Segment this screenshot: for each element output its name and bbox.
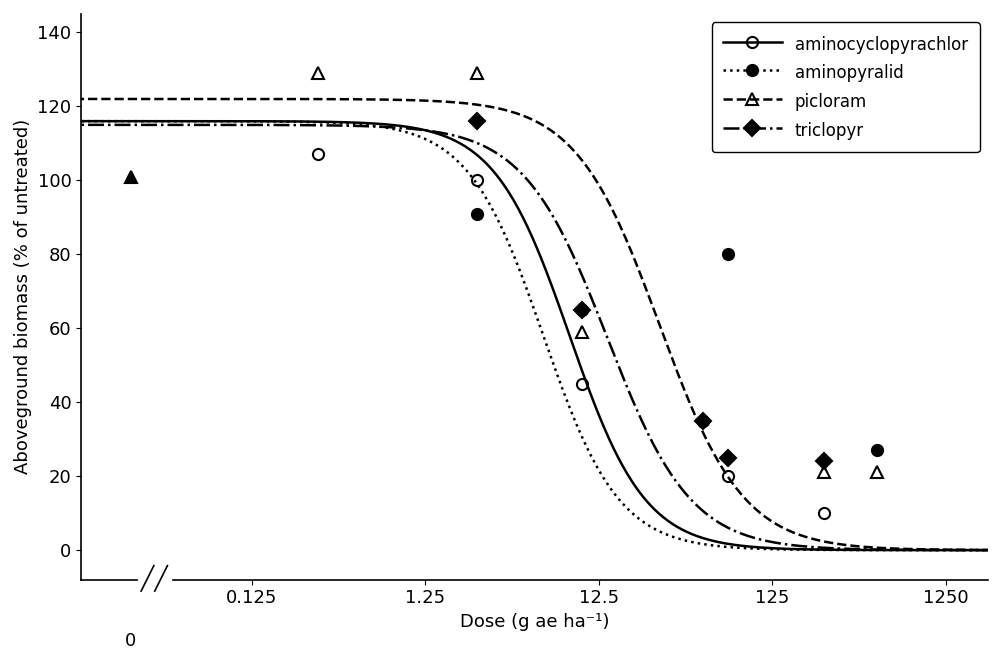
Legend: aminocyclopyrachlor, aminopyralid, picloram, triclopyr: aminocyclopyrachlor, aminopyralid, piclo…	[711, 22, 980, 152]
Text: 0: 0	[125, 632, 136, 649]
X-axis label: Dose (g ae ha⁻¹): Dose (g ae ha⁻¹)	[460, 613, 609, 631]
Bar	[138, 563, 171, 594]
Y-axis label: Aboveground biomass (% of untreated): Aboveground biomass (% of untreated)	[14, 119, 32, 474]
